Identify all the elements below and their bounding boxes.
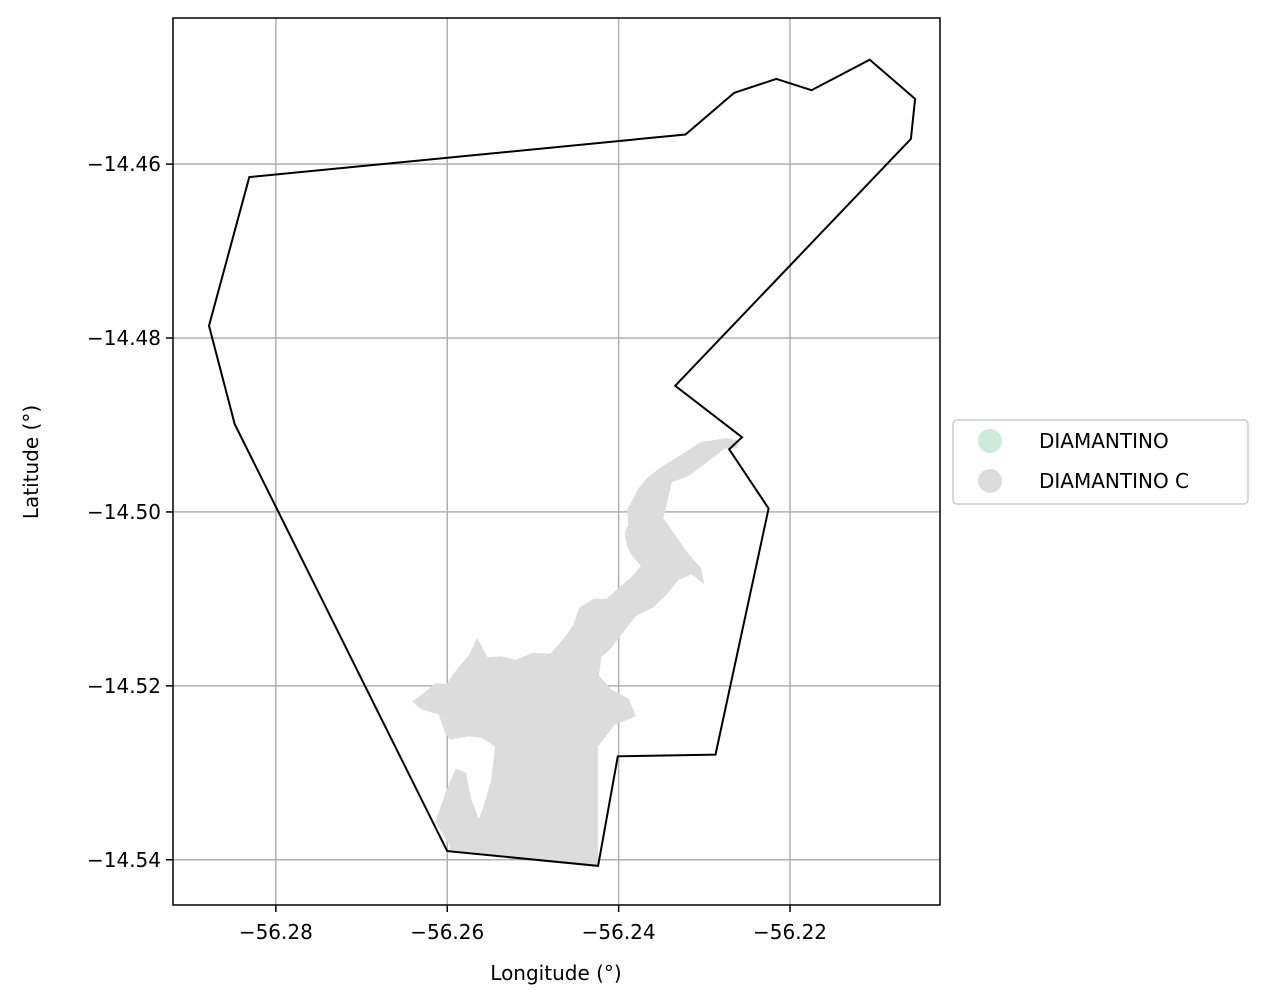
legend-box: [952, 419, 1249, 505]
y-axis-label: Latitude (°): [19, 405, 43, 519]
x-tick-label: −56.22: [753, 920, 827, 944]
plot-frame: [172, 17, 941, 906]
x-tick-label: −56.28: [239, 920, 313, 944]
municipality-boundary-layer: [207, 58, 917, 867]
x-axis-ticks: −56.28 −56.26 −56.24 −56.22: [239, 905, 827, 944]
legend: DIAMANTINO DIAMANTINO C: [952, 419, 1249, 505]
x-axis-label: Longitude (°): [490, 961, 621, 985]
municipality-boundary-outline: [207, 58, 917, 867]
y-tick-label: −14.48: [87, 326, 161, 350]
y-axis-ticks: −14.46 −14.48 −14.50 −14.52 −14.54: [87, 152, 173, 872]
legend-marker: [978, 469, 1002, 493]
x-tick-label: −56.24: [582, 920, 656, 944]
urban-area-layer: [412, 438, 739, 866]
x-tick-label: −56.26: [410, 920, 484, 944]
y-tick-label: −14.50: [87, 500, 161, 524]
legend-marker: [978, 429, 1002, 453]
y-tick-label: −14.52: [87, 674, 161, 698]
y-tick-label: −14.46: [87, 152, 161, 176]
legend-label: DIAMANTINO: [1039, 429, 1169, 453]
legend-label: DIAMANTINO C: [1039, 469, 1189, 493]
urban-area-polygon: [412, 438, 739, 866]
y-tick-label: −14.54: [87, 848, 161, 872]
